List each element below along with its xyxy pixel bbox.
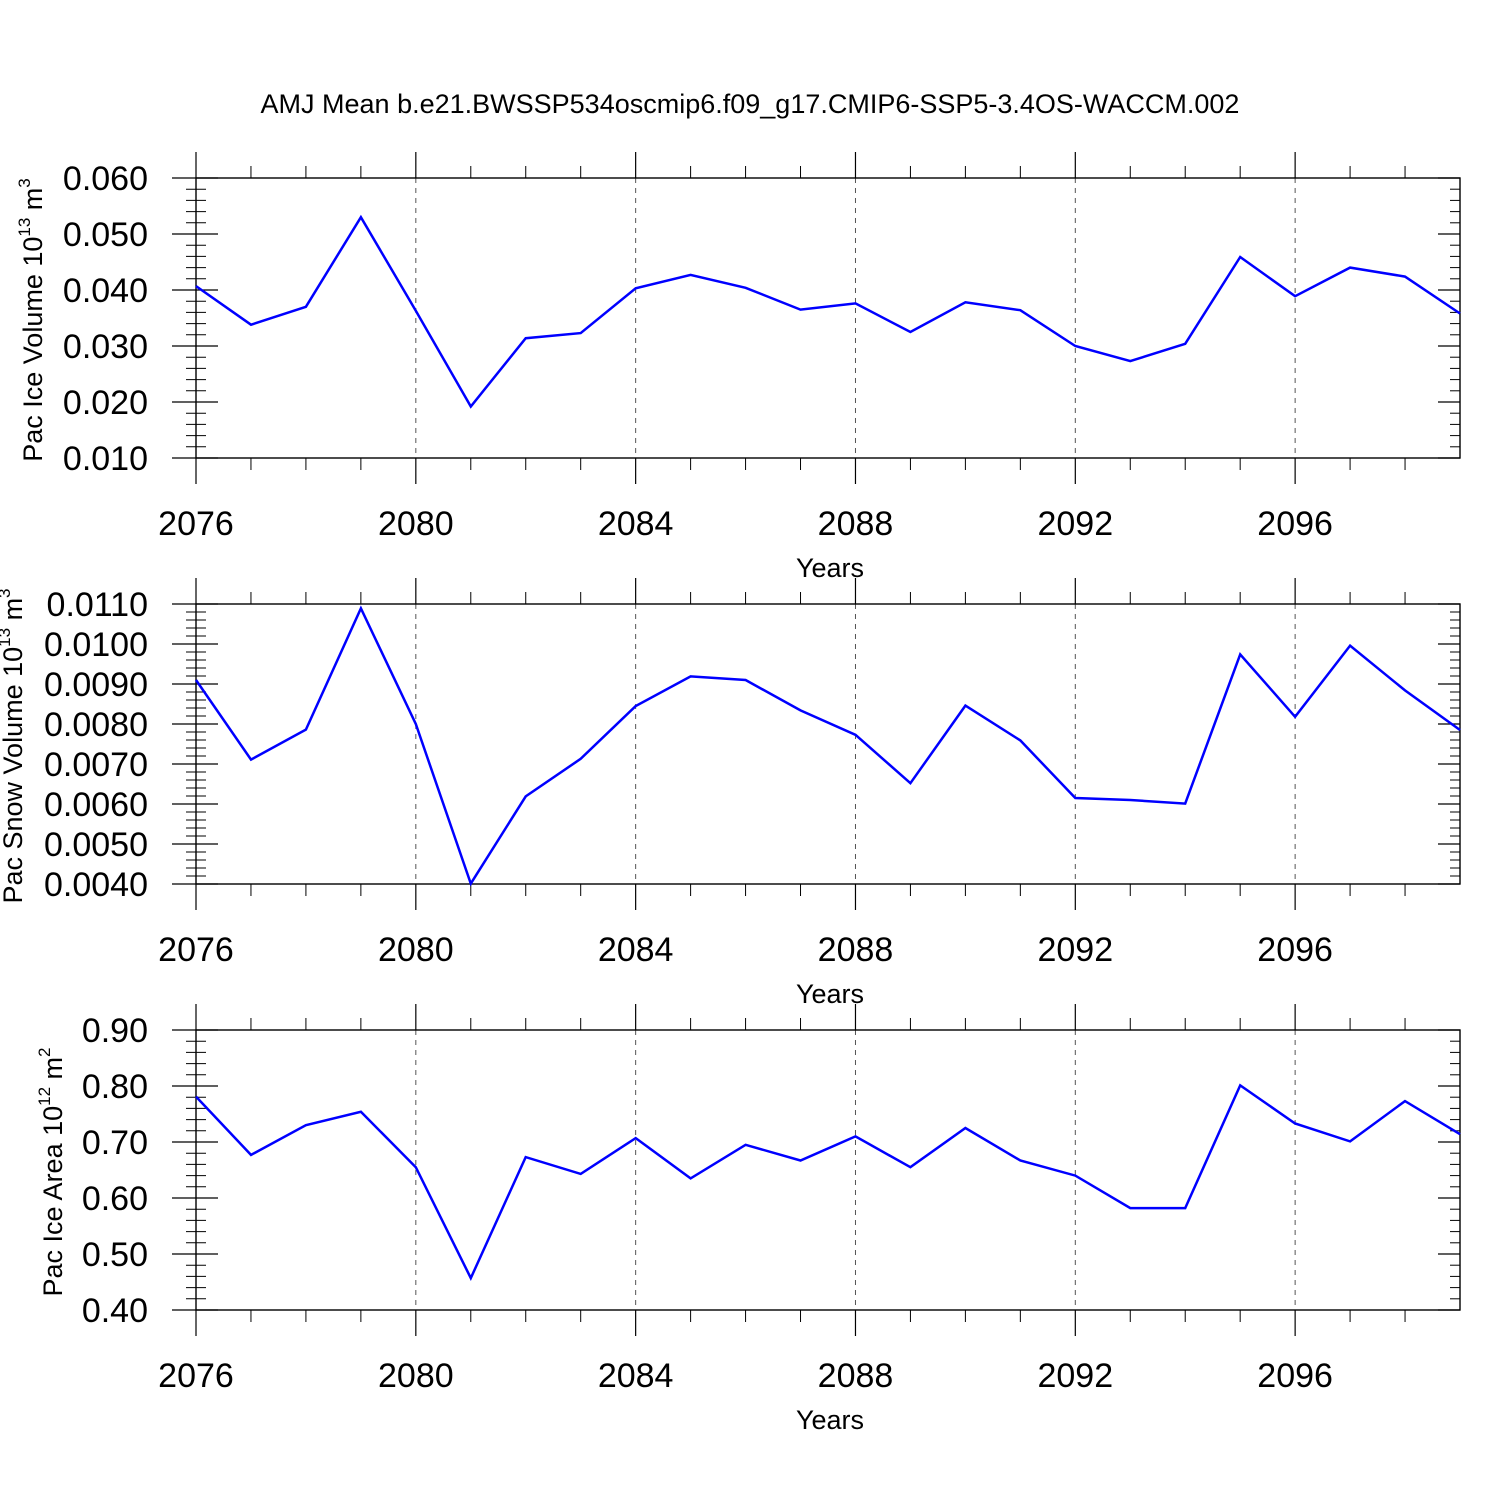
y-tick-label: 0.40 [82, 1292, 148, 1330]
x-tick-label: 2096 [1257, 1357, 1333, 1395]
plot-frame [195, 177, 1461, 459]
x-tick-label: 2088 [818, 931, 894, 969]
x-tick-label: 2088 [818, 505, 894, 543]
chart-panel-2: 0.00400.00500.00600.00700.00800.00900.01… [0, 578, 1461, 1009]
y-tick-label: 0.70 [82, 1124, 148, 1162]
y-axis-title: Pac Ice Volume 1013 m3 [15, 178, 48, 462]
series-line [195, 214, 1461, 409]
x-tick-label: 2092 [1037, 1357, 1113, 1395]
series-line [194, 605, 1461, 887]
x-axis-title: Years [796, 553, 864, 583]
y-tick-label: 0.010 [63, 440, 148, 478]
chart-panel-3: 0.40 0.50 0.60 0.70 0.80 0.90 2076 2080 2084 2088… [35, 1004, 1461, 1435]
y-tick-label: 0.0070 [44, 746, 148, 784]
x-tick-label: 2096 [1257, 505, 1333, 543]
y-tick-label: 0.0060 [44, 786, 148, 824]
x-tick-label: 2084 [598, 931, 674, 969]
x-axis-title: Years [796, 1405, 864, 1435]
x-tick-label: 2092 [1037, 931, 1113, 969]
y-tick-label: 0.030 [63, 328, 148, 366]
y-tick-label: 0.0090 [44, 666, 148, 704]
y-axis-title: Pac Ice Area 1012 m2 [35, 1047, 68, 1296]
x-tick-label: 2080 [378, 1357, 454, 1395]
series-line [195, 1083, 1461, 1282]
x-tick-label: 2084 [598, 1357, 674, 1395]
figure-title: AMJ Mean b.e21.BWSSP534oscmip6.f09_g17.C… [261, 89, 1240, 119]
y-axis-title: Pac Snow Volume 1013 m3 [0, 588, 28, 903]
y-tick-label: 0.0050 [44, 826, 148, 864]
x-tick-label: 2084 [598, 505, 674, 543]
x-axis-title: Years [796, 979, 864, 1009]
y-tick-label: 0.050 [63, 216, 148, 254]
y-tick-label: 0.0080 [44, 706, 148, 744]
plot-frame [195, 603, 1461, 885]
plot-frame [195, 1029, 1461, 1311]
x-tick-label: 2076 [158, 1357, 234, 1395]
x-tick-label: 2076 [158, 931, 234, 969]
y-tick-label: 0.040 [63, 272, 148, 310]
x-tick-label: 2080 [378, 931, 454, 969]
chart-panel-1: 0.010 0.020 0.030 0.040 0.050 0.060 2076 2080 20… [15, 152, 1461, 583]
x-tick-label: 2076 [158, 505, 234, 543]
y-tick-label: 0.0110 [47, 586, 148, 624]
y-tick-label: 0.80 [82, 1068, 148, 1106]
y-tick-label: 0.90 [82, 1012, 148, 1050]
y-tick-label: 0.060 [63, 160, 148, 198]
x-tick-label: 2088 [818, 1357, 894, 1395]
y-tick-label: 0.50 [82, 1236, 148, 1274]
y-tick-label: 0.60 [82, 1180, 148, 1218]
x-tick-label: 2092 [1037, 505, 1113, 543]
x-tick-label: 2080 [378, 505, 454, 543]
x-tick-label: 2096 [1257, 931, 1333, 969]
y-tick-label: 0.0100 [44, 626, 148, 664]
y-tick-label: 0.020 [63, 384, 148, 422]
y-tick-label: 0.0040 [44, 866, 148, 904]
